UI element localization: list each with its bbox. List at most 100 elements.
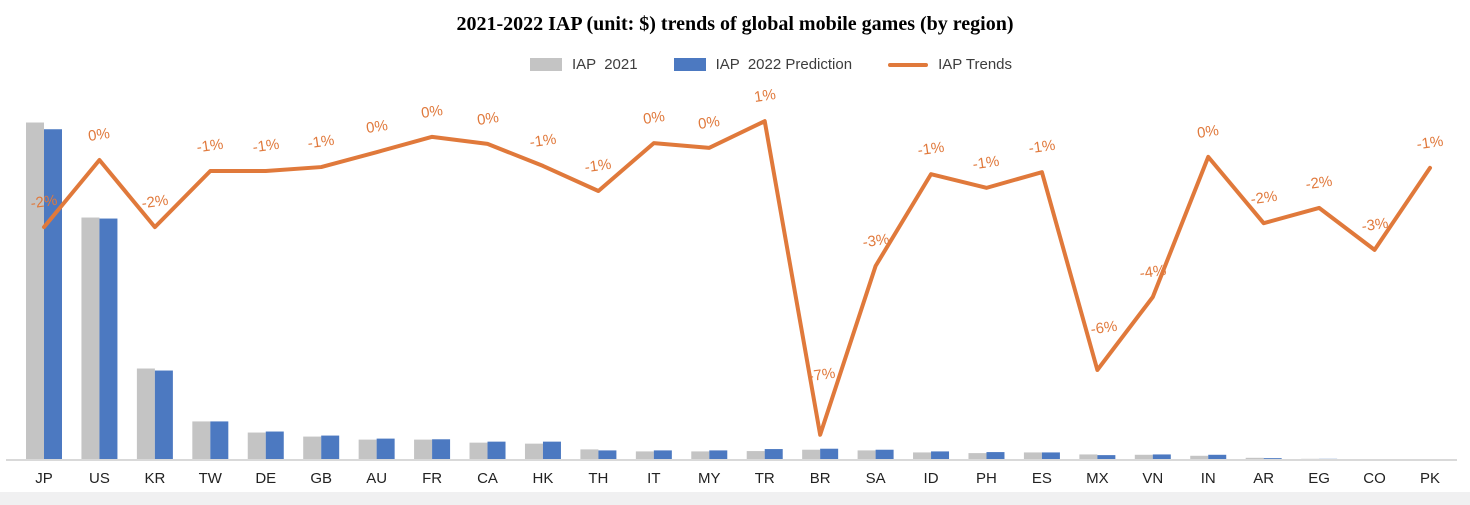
- trend-label-hk: -1%: [528, 130, 558, 152]
- bar-2021-ca: [469, 442, 488, 460]
- bar-2021-au: [358, 439, 377, 460]
- trend-label-fr: 0%: [420, 101, 444, 122]
- trend-label-ca: 0%: [475, 108, 500, 129]
- bar-2022-ca: [487, 441, 506, 460]
- x-axis-label-ar: AR: [1253, 470, 1275, 487]
- bar-2022-us: [99, 218, 118, 460]
- bar-2021-fr: [414, 439, 433, 460]
- bar-2021-ph: [968, 453, 987, 460]
- bar-2021-th: [580, 449, 599, 460]
- trend-label-it: 0%: [641, 108, 666, 129]
- bar-2022-mx: [1097, 455, 1116, 460]
- bar-2021-ar: [1245, 457, 1264, 460]
- legend-swatch-iap-2022-prediction: [673, 58, 706, 71]
- x-axis-line: [6, 459, 1457, 461]
- bar-2021-in: [1190, 455, 1209, 460]
- x-axis-label-mx: MX: [1086, 470, 1109, 487]
- x-axis-label-us: US: [89, 470, 110, 487]
- x-axis-label-th: TH: [588, 470, 609, 487]
- trend-label-ph: -1%: [972, 152, 1001, 174]
- bar-2022-tw: [210, 421, 229, 460]
- trend-label-us: 0%: [87, 125, 112, 145]
- bar-2021-es: [1023, 452, 1042, 460]
- legend-label-iap-2021: IAP 2021: [571, 56, 638, 73]
- bar-2022-hk: [542, 441, 561, 460]
- bar-2022-it: [653, 450, 672, 460]
- bar-2021-hk: [524, 443, 543, 460]
- bar-2021-de: [247, 432, 266, 460]
- x-axis-label-gb: GB: [310, 470, 333, 487]
- x-axis-label-hk: HK: [532, 470, 554, 487]
- x-axis-label-fr: FR: [422, 470, 443, 487]
- bar-2021-id: [913, 452, 932, 460]
- trend-label-in: 0%: [1196, 121, 1221, 142]
- trend-label-pk: -1%: [1415, 132, 1445, 154]
- x-axis-label-pk: PK: [1419, 470, 1441, 487]
- bar-2022-au: [376, 438, 395, 460]
- trend-label-br: -7%: [807, 364, 837, 386]
- x-axis-label-sa: SA: [865, 470, 886, 487]
- bar-2022-ar: [1263, 458, 1282, 460]
- x-axis-label-jp: JP: [35, 470, 53, 487]
- chart-title: 2021-2022 IAP (unit: $) trends of global…: [456, 13, 1014, 35]
- x-axis-label-de: DE: [255, 470, 277, 487]
- trend-label-tr: 1%: [752, 86, 777, 107]
- trend-label-eg: -2%: [1304, 172, 1334, 194]
- x-axis-label-ca: CA: [477, 470, 498, 487]
- bar-2021-my: [691, 451, 710, 460]
- bar-2022-kr: [154, 370, 173, 460]
- x-axis-label-au: AU: [366, 470, 388, 487]
- bar-2021-br: [802, 449, 821, 460]
- bar-2022-tr: [764, 449, 783, 460]
- bar-2021-tw: [192, 421, 211, 460]
- bar-2022-in: [1208, 454, 1227, 460]
- trend-label-co: -3%: [1360, 214, 1389, 236]
- legend-swatch-iap-2021: [529, 58, 562, 71]
- bar-2021-tr: [746, 451, 765, 460]
- bar-2022-vn: [1152, 454, 1171, 460]
- bar-2021-gb: [303, 436, 322, 460]
- footer-strip: [0, 492, 1470, 505]
- x-axis-label-id: ID: [923, 470, 939, 487]
- x-axis-label-my: MY: [698, 470, 721, 487]
- x-axis-label-in: IN: [1200, 470, 1216, 487]
- legend-label-iap-2022-prediction: IAP 2022 Prediction: [715, 56, 853, 73]
- x-axis-label-vn: VN: [1142, 470, 1164, 487]
- bar-2022-fr: [432, 439, 451, 460]
- bar-2021-mx: [1079, 454, 1098, 460]
- legend-item-iap-trends: IAP Trends: [888, 56, 1012, 73]
- bar-2021-jp: [26, 122, 44, 460]
- bar-2022-my: [709, 450, 728, 460]
- x-axis-label-eg: EG: [1308, 470, 1330, 487]
- bar-2021-vn: [1134, 454, 1153, 460]
- bar-2022-de: [265, 431, 284, 460]
- bar-2022-br: [820, 448, 839, 460]
- bar-2021-us: [81, 217, 100, 460]
- bar-2022-es: [1041, 452, 1060, 460]
- trend-line: [42, 119, 1432, 437]
- x-axis-label-br: BR: [809, 470, 831, 487]
- x-axis-label-kr: KR: [144, 470, 166, 487]
- trend-label-sa: -3%: [861, 230, 890, 252]
- bar-2021-it: [635, 451, 654, 460]
- legend-label-iap-trends: IAP Trends: [938, 56, 1013, 73]
- bar-2022-th: [598, 450, 617, 460]
- x-axis-label-tr: TR: [754, 470, 775, 487]
- x-axis-label-ph: PH: [976, 470, 997, 487]
- legend-swatch-iap-trends: [888, 62, 929, 67]
- trend-label-vn: -4%: [1138, 261, 1168, 283]
- bar-2021-sa: [857, 450, 876, 460]
- bar-2022-id: [931, 451, 950, 460]
- bar-2022-sa: [875, 449, 894, 460]
- x-axis-label-tw: TW: [198, 470, 222, 487]
- legend-item-iap-2022-prediction: IAP 2022 Prediction: [673, 56, 853, 73]
- bar-2022-jp: [44, 129, 62, 460]
- legend-item-iap-2021: IAP 2021: [529, 56, 638, 73]
- trend-label-de: -1%: [251, 135, 281, 157]
- trend-label-au: 0%: [364, 117, 389, 138]
- x-axis-label-es: ES: [1031, 470, 1052, 487]
- legend: IAP 2021 IAP 2022 Prediction IAP Trends: [36, 56, 1470, 73]
- bar-2021-kr: [136, 368, 155, 460]
